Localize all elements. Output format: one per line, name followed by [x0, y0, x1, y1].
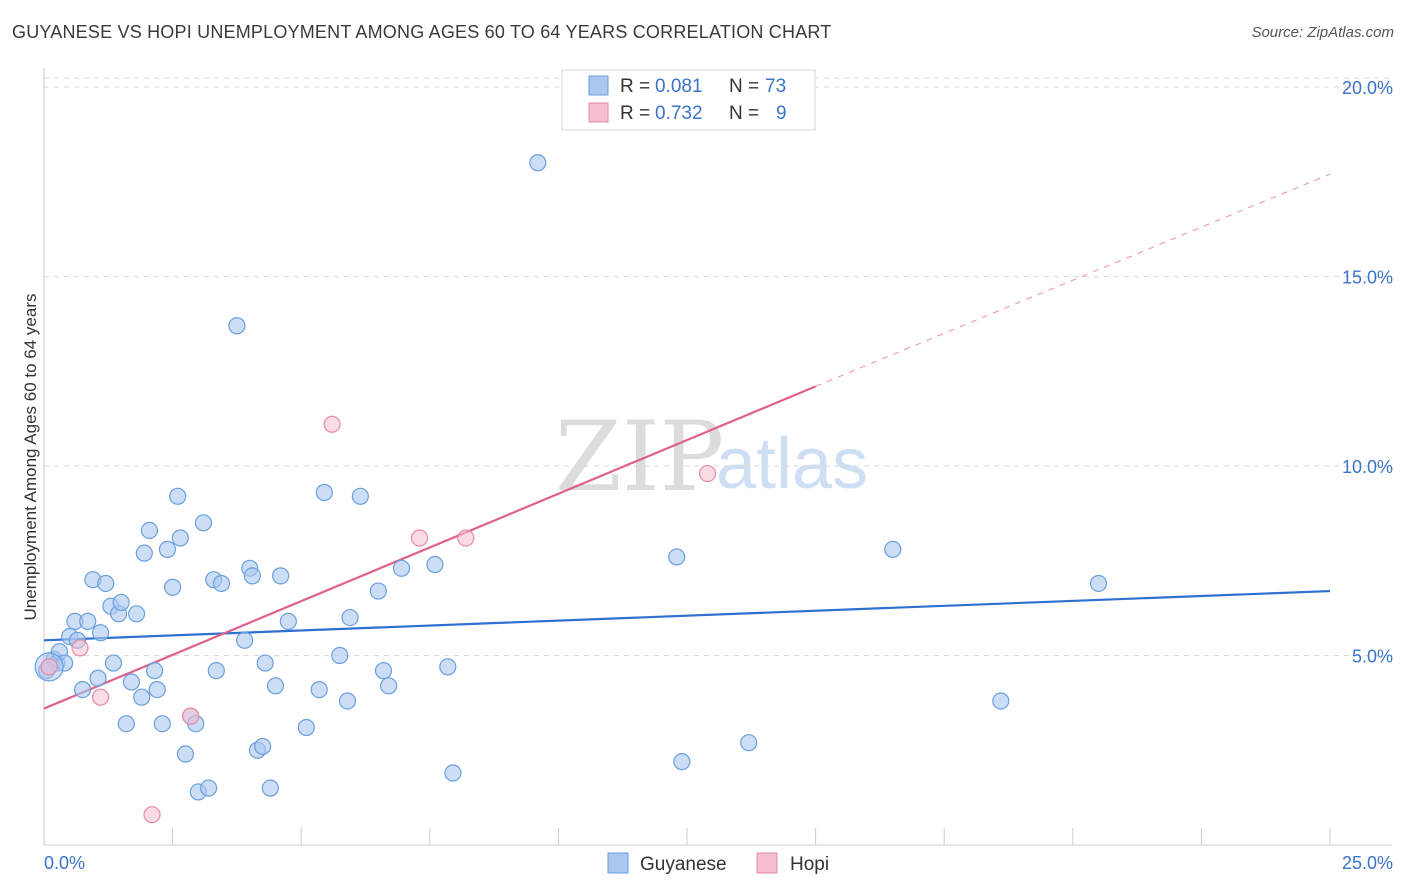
legend-swatch-hopi: [756, 852, 778, 874]
point-guyanese: [91, 624, 110, 642]
tick-labels: 5.0% 10.0% 15.0% 20.0% 0.0% 25.0%: [44, 78, 1393, 873]
point-hopi: [40, 658, 58, 676]
legend-r-value: 0.732: [655, 103, 703, 124]
legend-r-label: R =: [620, 103, 650, 124]
point-guyanese: [207, 662, 225, 680]
y-tick-label: 20.0%: [1342, 78, 1393, 98]
point-guyanese: [228, 317, 246, 335]
x-tick-label: 0.0%: [44, 853, 85, 873]
point-guyanese: [135, 544, 153, 562]
point-hopi: [457, 529, 475, 547]
legend-label-guyanese: Guyanese: [640, 854, 727, 875]
y-tick-label: 15.0%: [1342, 267, 1393, 287]
watermark-zip: ZIP: [555, 401, 724, 513]
point-guyanese: [256, 654, 274, 672]
point-hopi: [71, 639, 89, 657]
point-guyanese: [97, 574, 115, 593]
legend-r-label: R =: [620, 76, 650, 97]
y-axis-label: Unemployment Among Ages 60 to 64 years: [21, 294, 40, 621]
point-guyanese: [117, 715, 135, 733]
point-guyanese: [380, 677, 398, 695]
watermark-atlas: atlas: [716, 424, 868, 504]
point-guyanese: [439, 658, 457, 676]
point-hopi: [410, 529, 429, 547]
source-label: Source: ZipAtlas.com: [1251, 24, 1394, 41]
trend-line-hopi-extrapolated: [815, 173, 1331, 387]
point-guyanese: [266, 677, 285, 695]
point-guyanese: [351, 487, 369, 505]
point-guyanese: [992, 692, 1010, 710]
legend-swatch-guyanese: [588, 75, 609, 96]
trend-line-hopi: [43, 385, 817, 710]
point-guyanese: [529, 154, 547, 172]
point-guyanese: [279, 612, 297, 630]
point-guyanese: [673, 753, 691, 771]
point-guyanese: [315, 483, 333, 502]
point-guyanese: [243, 567, 261, 585]
legend-n-value: 9: [776, 103, 787, 124]
point-guyanese: [1089, 574, 1108, 593]
point-guyanese: [153, 715, 171, 733]
point-guyanese: [338, 692, 357, 710]
point-guyanese: [369, 582, 387, 600]
point-guyanese: [668, 548, 686, 566]
trend-lines: [43, 173, 1331, 710]
point-guyanese: [140, 521, 159, 540]
legend-label-hopi: Hopi: [790, 854, 829, 875]
y-tick-label: 10.0%: [1342, 457, 1393, 477]
point-guyanese: [89, 669, 107, 687]
point-guyanese: [254, 737, 272, 756]
point-guyanese: [112, 593, 130, 612]
point-guyanese: [194, 514, 213, 532]
point-guyanese: [261, 779, 279, 797]
point-hopi: [698, 464, 717, 483]
point-guyanese: [236, 631, 254, 649]
legend-swatch-hopi: [588, 102, 609, 123]
axes: [43, 68, 1392, 846]
legend-n-value: 73: [765, 76, 786, 97]
point-guyanese: [272, 567, 290, 585]
point-guyanese: [212, 574, 231, 593]
legend-n-label: N =: [729, 76, 759, 97]
point-guyanese: [122, 673, 141, 691]
point-guyanese: [73, 680, 92, 699]
point-guyanese: [331, 646, 349, 665]
point-guyanese: [171, 529, 189, 547]
point-guyanese: [426, 555, 444, 574]
point-guyanese: [79, 612, 97, 630]
point-hopi: [182, 707, 200, 725]
point-guyanese: [127, 605, 146, 623]
x-tick-label: 25.0%: [1342, 853, 1393, 873]
legend-n-label: N =: [729, 103, 759, 124]
point-guyanese: [145, 662, 164, 680]
point-guyanese: [164, 578, 182, 596]
point-guyanese: [200, 779, 218, 797]
point-guyanese: [176, 745, 195, 763]
point-guyanese: [374, 662, 393, 680]
point-guyanese: [148, 680, 166, 699]
series-legend: Guyanese Hopi: [607, 852, 829, 875]
y-tick-label: 5.0%: [1352, 646, 1393, 666]
point-guyanese: [104, 654, 123, 672]
point-guyanese: [310, 680, 328, 699]
data-points: [34, 154, 1108, 824]
point-hopi: [143, 806, 161, 824]
point-guyanese: [133, 688, 151, 706]
point-guyanese: [158, 540, 177, 558]
point-guyanese: [297, 718, 315, 737]
point-hopi: [91, 688, 110, 706]
point-guyanese: [341, 608, 359, 627]
trend-line-guyanese: [43, 589, 1331, 642]
point-guyanese: [392, 559, 411, 577]
correlation-legend: R = 0.081 N = 73 R = 0.732 N = 9: [561, 69, 816, 131]
chart-title: GUYANESE VS HOPI UNEMPLOYMENT AMONG AGES…: [12, 22, 832, 42]
point-guyanese: [444, 764, 462, 782]
point-hopi: [323, 415, 341, 433]
legend-r-value: 0.081: [655, 76, 703, 97]
point-guyanese: [884, 540, 902, 558]
point-guyanese: [740, 734, 758, 752]
legend-swatch-guyanese: [607, 852, 629, 874]
point-guyanese: [169, 487, 187, 505]
